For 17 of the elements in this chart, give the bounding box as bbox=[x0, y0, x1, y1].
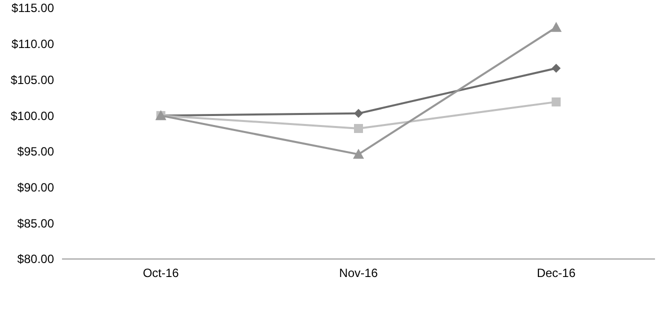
y-tick-label: $90.00 bbox=[17, 180, 54, 194]
y-tick-label: $110.00 bbox=[12, 37, 54, 52]
y-tick-label: $115.00 bbox=[12, 1, 54, 16]
point bbox=[552, 97, 561, 106]
x-tick-label: Oct-16 bbox=[142, 266, 180, 280]
y-tick-label: $95.00 bbox=[17, 144, 54, 159]
y-tick-label: $105.00 bbox=[10, 72, 54, 87]
point bbox=[552, 64, 561, 73]
y-tick-label: $80.00 bbox=[17, 252, 54, 266]
point bbox=[354, 124, 363, 133]
point bbox=[550, 22, 562, 32]
point bbox=[353, 148, 364, 159]
y-tick-label: $85.00 bbox=[17, 216, 54, 230]
y-tick-label: $100.00 bbox=[10, 108, 54, 123]
x-tick-label: Nov-16 bbox=[339, 266, 378, 280]
point bbox=[354, 108, 363, 118]
x-tick-label: Dec-16 bbox=[536, 266, 576, 280]
